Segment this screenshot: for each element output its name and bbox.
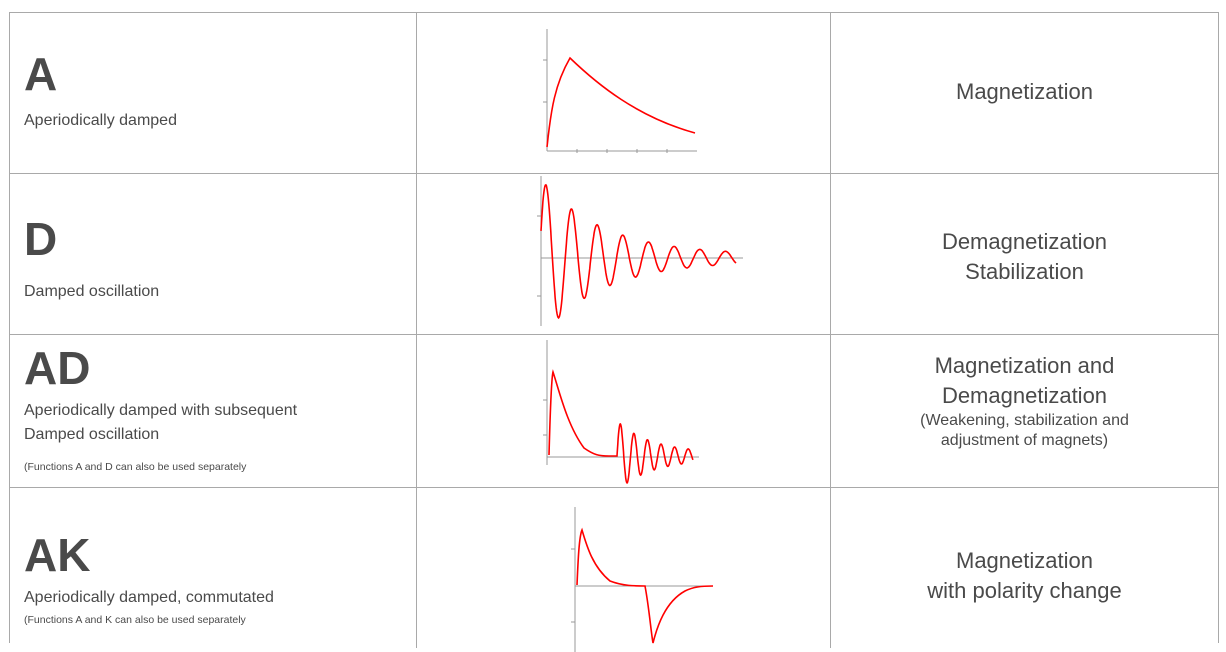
function-line: Magnetization and: [934, 353, 1115, 378]
table-row-a: A Aperiodically damped Magneti: [10, 13, 1218, 174]
mode-note: (Functions A and K can also be used sepa…: [24, 614, 246, 626]
mode-description: Damped oscillation: [24, 283, 160, 300]
function-line: Demagnetization: [941, 229, 1108, 254]
function-cell: Magnetization with polarity change: [831, 488, 1218, 648]
function-cell: Magnetization and Demagnetization (Weake…: [831, 335, 1218, 487]
table-row-d: D Damped oscillation Demagnetization Sta…: [10, 174, 1218, 335]
mode-cell: AD Aperiodically damped with subsequent …: [10, 335, 417, 487]
function-cell: Demagnetization Stabilization: [831, 174, 1218, 334]
aperiodic-damped-curve: [543, 29, 697, 153]
function-cell: Magnetization: [831, 13, 1218, 173]
mode-code: A: [24, 48, 58, 100]
commutated-curve: [571, 507, 714, 652]
curve-cell: [417, 335, 831, 487]
mode-code: D: [24, 213, 58, 265]
mode-note: (Functions A and D can also be used sepa…: [24, 461, 247, 473]
mode-description-line: Damped oscillation: [24, 426, 160, 443]
aperiodic-then-oscillation-curve: [543, 340, 699, 484]
curve-cell: [417, 488, 831, 652]
curve-cell: [417, 174, 831, 334]
mode-description: Aperiodically damped: [24, 112, 177, 129]
mode-code: AD: [24, 342, 91, 394]
function-text: Demagnetization Stabilization: [831, 227, 1218, 287]
function-note-line: (Weakening, stabilization and: [920, 412, 1129, 429]
function-note-line: adjustment of magnets): [940, 432, 1109, 449]
function-line: Demagnetization: [941, 383, 1108, 408]
damped-oscillation-curve: [537, 176, 743, 326]
table-row-ak: AK Aperiodically damped, commutated (Fun…: [10, 488, 1218, 652]
function-text: Magnetization with polarity change: [831, 546, 1218, 606]
function-text: Magnetization and Demagnetization (Weake…: [831, 351, 1218, 451]
table-row-ad: AD Aperiodically damped with subsequent …: [10, 335, 1218, 488]
function-line: Magnetization: [956, 548, 1093, 573]
mode-cell: D Damped oscillation: [10, 174, 417, 334]
function-line: with polarity change: [927, 578, 1122, 603]
function-line: Magnetization: [956, 79, 1093, 104]
mode-description-line: Aperiodically damped with subsequent: [24, 402, 298, 419]
function-text: Magnetization: [831, 77, 1218, 107]
mode-cell: A Aperiodically damped: [10, 13, 417, 173]
mode-code: AK: [24, 529, 91, 581]
function-table: A Aperiodically damped Magneti: [9, 12, 1219, 652]
mode-description: Aperiodically damped, commutated: [24, 589, 274, 606]
mode-cell: AK Aperiodically damped, commutated (Fun…: [10, 488, 417, 648]
curve-cell: [417, 13, 831, 173]
function-line: Stabilization: [965, 259, 1084, 284]
